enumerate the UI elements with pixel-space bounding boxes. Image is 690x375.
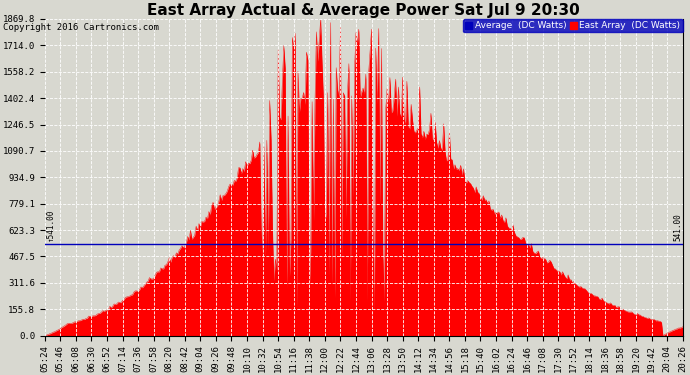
- Text: 541.00: 541.00: [673, 213, 682, 241]
- Text: Copyright 2016 Cartronics.com: Copyright 2016 Cartronics.com: [3, 22, 159, 32]
- Legend: Average  (DC Watts), East Array  (DC Watts): Average (DC Watts), East Array (DC Watts…: [463, 19, 682, 33]
- Title: East Array Actual & Average Power Sat Jul 9 20:30: East Array Actual & Average Power Sat Ju…: [148, 3, 580, 18]
- Text: ↑541.00: ↑541.00: [46, 209, 55, 241]
